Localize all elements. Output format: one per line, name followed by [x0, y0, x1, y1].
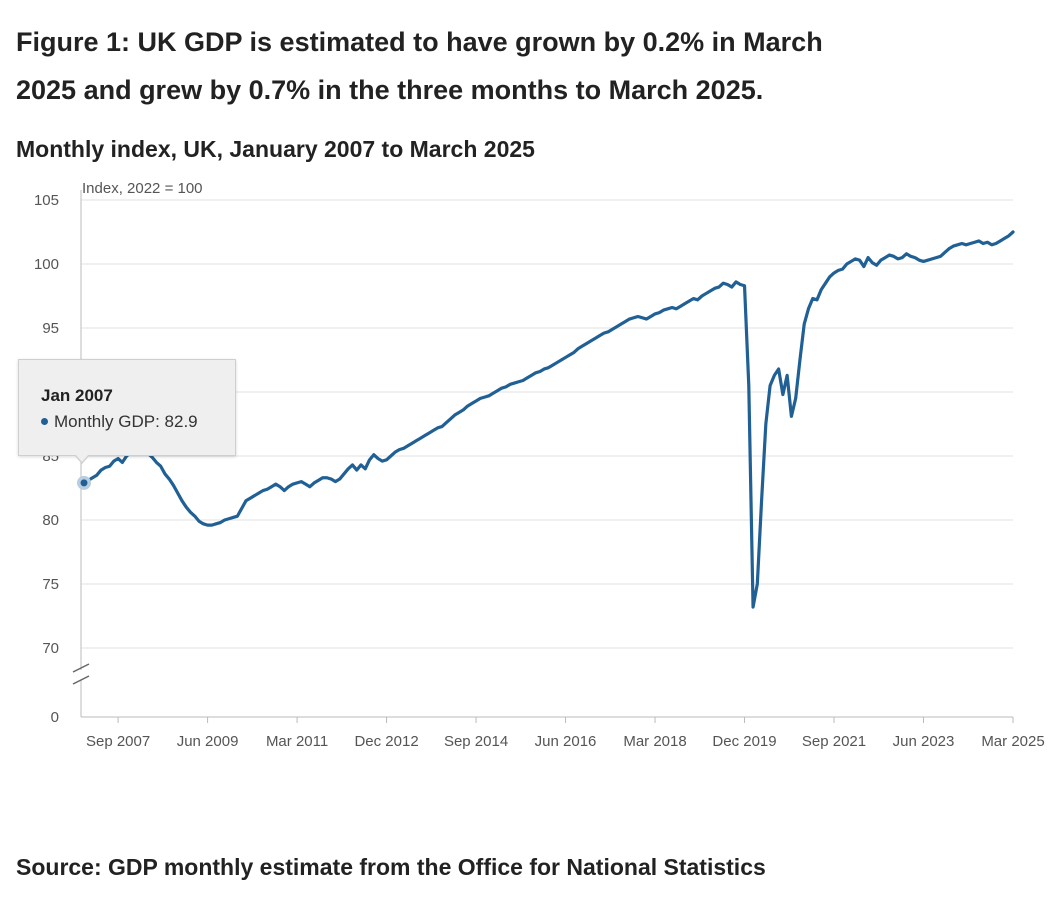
axis-break-mark-top — [72, 663, 90, 673]
x-tick-label: Dec 2012 — [354, 733, 418, 750]
x-tick-label: Jun 2023 — [893, 733, 955, 750]
x-tick-label: Jun 2009 — [177, 733, 239, 750]
x-tick-label: Dec 2019 — [712, 733, 776, 750]
y-tick-label: 0 — [51, 709, 59, 726]
tooltip-row: Monthly GDP: 82.9 — [41, 412, 198, 432]
x-axis: Sep 2007 Jun 2009 Mar 2011 Dec 2012 Sep 2014… — [81, 716, 1045, 750]
x-tick-label: Sep 2007 — [86, 733, 150, 750]
x-tick-label: Sep 2021 — [802, 733, 866, 750]
chart-subtitle: Monthly index, UK, January 2007 to March… — [16, 136, 535, 162]
tooltip-date: Jan 2007 — [41, 386, 113, 405]
source-note: Source: GDP monthly estimate from the Of… — [16, 854, 766, 880]
gridlines — [81, 199, 1013, 649]
tooltip-value: Monthly GDP: 82.9 — [54, 412, 198, 431]
y-tick-label: 75 — [42, 576, 59, 593]
series-dot-icon — [41, 418, 48, 426]
x-tick-label: Jun 2016 — [535, 733, 597, 750]
x-tick-label: Mar 2025 — [981, 733, 1044, 750]
x-tick-label: Sep 2014 — [444, 733, 508, 750]
x-tick-label: Mar 2011 — [266, 733, 328, 750]
x-tick-label: Mar 2018 — [623, 733, 686, 750]
y-tick-label: 80 — [42, 512, 59, 529]
y-axis-label: Index, 2022 = 100 — [82, 180, 203, 197]
hover-marker — [77, 475, 91, 490]
series-line-0 — [82, 230, 1015, 609]
y-tick-label: 95 — [42, 320, 59, 337]
axis-break-mark-bottom — [72, 675, 90, 685]
tooltip: Jan 2007 Monthly GDP: 82.9 — [18, 359, 236, 456]
y-tick-label: 105 — [34, 192, 59, 209]
chart-title: Figure 1: UK GDP is estimated to have gr… — [16, 27, 823, 105]
y-tick-label: 100 — [34, 256, 59, 273]
data-point-jan-2007 — [80, 479, 88, 487]
y-tick-label: 70 — [42, 640, 59, 657]
series-monthly-gdp — [82, 230, 1015, 609]
